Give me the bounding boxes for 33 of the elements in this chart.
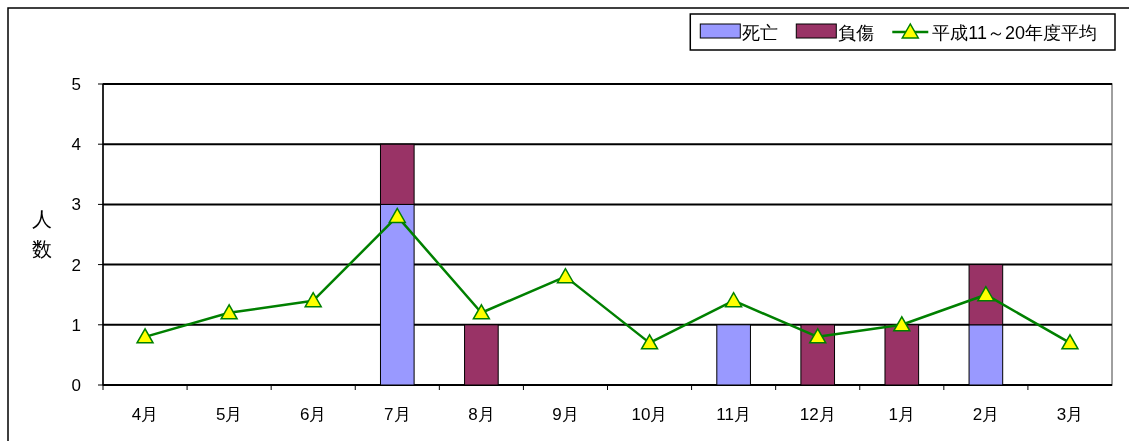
point bbox=[220, 304, 238, 320]
point bbox=[136, 328, 154, 344]
y-tick-label: 2 bbox=[71, 255, 81, 275]
x-tick-label: 1月 bbox=[888, 405, 916, 424]
point bbox=[388, 207, 407, 224]
x-tick-label: 4月 bbox=[131, 405, 159, 424]
point bbox=[724, 291, 743, 308]
legend-label: 平成11～20年度平均 bbox=[932, 23, 1097, 43]
x-tick-label: 5月 bbox=[215, 405, 243, 424]
x-tick-label: 8月 bbox=[468, 405, 495, 424]
legend-label: 負傷 bbox=[838, 23, 875, 43]
x-tick-label: 10月 bbox=[631, 405, 668, 424]
x-tick-label: 11月 bbox=[716, 405, 751, 424]
point bbox=[472, 304, 491, 320]
x-tick-label: 3月 bbox=[1056, 405, 1084, 424]
y-tick-label: 1 bbox=[71, 315, 81, 335]
point bbox=[893, 316, 911, 332]
x-tick-label: 6月 bbox=[299, 405, 327, 424]
legend-label: 死亡 bbox=[742, 23, 779, 43]
point bbox=[1061, 334, 1079, 350]
x-tick-label: 12月 bbox=[799, 405, 836, 424]
y-axis-title: 人数 bbox=[32, 208, 52, 260]
point bbox=[556, 267, 575, 284]
x-tick-label: 2月 bbox=[972, 405, 1000, 424]
point bbox=[640, 334, 659, 350]
y-tick-label: 0 bbox=[71, 376, 81, 395]
y-tick-label: 3 bbox=[71, 195, 81, 215]
y-tick-label: 4 bbox=[71, 135, 81, 155]
x-tick-label: 9月 bbox=[552, 405, 579, 424]
x-tick-label: 7月 bbox=[384, 405, 411, 424]
point bbox=[304, 291, 322, 308]
point bbox=[808, 328, 827, 344]
y-tick-label: 5 bbox=[71, 75, 81, 94]
